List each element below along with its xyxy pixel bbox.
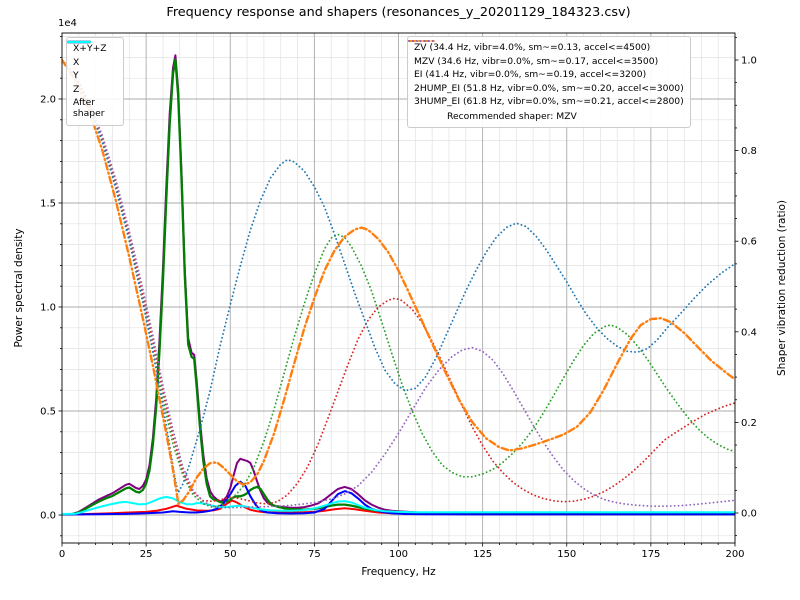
y-left-tick-label: 1.0	[40, 303, 56, 314]
series-group	[62, 54, 735, 516]
legend-right-item-0: ZV (34.4 Hz, vibr=4.0%, sm~=0.13, accel<…	[408, 40, 684, 54]
series-2hump-ei	[62, 59, 735, 505]
legend-label: X	[73, 56, 80, 68]
y-right-tick-label: 0.8	[741, 146, 757, 157]
y-axis-label-right: Shaper vibration reduction (ratio)	[776, 199, 788, 377]
legend-label: 3HUMP_EI (61.8 Hz, vibr=0.0%, sm~=0.21, …	[414, 96, 684, 108]
x-tick-label: 175	[641, 549, 660, 560]
legend-label: X+Y+Z	[73, 43, 107, 54]
legend-label: Z	[73, 83, 80, 95]
x-tick-label: 150	[557, 549, 576, 560]
series-zv	[62, 59, 735, 494]
x-tick-label: 25	[140, 549, 153, 560]
x-tick-label: 50	[224, 549, 237, 560]
y-right-tick-label: 0.6	[741, 237, 757, 248]
x-axis-label: Frequency, Hz	[361, 566, 436, 578]
legend-line-sample	[67, 40, 91, 44]
legend-right: ZV (34.4 Hz, vibr=4.0%, sm~=0.13, accel<…	[407, 36, 691, 128]
y-right-tick-label: 1.0	[741, 56, 757, 67]
x-tick-label: 200	[725, 549, 744, 560]
chart-title: Frequency response and shapers (resonanc…	[166, 5, 631, 20]
legend-line-sample	[408, 40, 435, 42]
legend-right-item-3: 2HUMP_EI (51.8 Hz, vibr=0.0%, sm~=0.20, …	[408, 40, 684, 95]
x-tick-label: 0	[59, 549, 65, 560]
series-after-shaper	[62, 495, 735, 515]
series-3hump-ei	[62, 59, 735, 509]
legend-label: Y	[73, 70, 79, 82]
legend-label: MZV (34.6 Hz, vibr=0.0%, sm~=0.17, accel…	[414, 55, 659, 67]
legend-right-item-4: 3HUMP_EI (61.8 Hz, vibr=0.0%, sm~=0.21, …	[408, 40, 684, 108]
axis-offset-text: 1e4	[58, 18, 77, 29]
legend-left-item-3: Z	[67, 40, 117, 96]
legend-left-item-2: Y	[67, 40, 117, 82]
legend-label: After shaper	[73, 97, 105, 119]
legend-left-item-1: X	[67, 40, 117, 69]
x-tick-label: 125	[473, 549, 492, 560]
legend-left: X+Y+Z X Y Z After shaper	[66, 37, 124, 127]
legend-recommended-shaper: Recommended shaper: MZV	[447, 110, 577, 122]
x-tick-label: 75	[308, 549, 321, 560]
y-left-tick-label: 0.0	[40, 511, 56, 522]
y-right-tick-label: 0.4	[741, 327, 757, 338]
legend-label: 2HUMP_EI (51.8 Hz, vibr=0.0%, sm~=0.20, …	[414, 82, 684, 94]
y-left-tick-label: 2.0	[40, 95, 56, 106]
legend-label: ZV (34.4 Hz, vibr=4.0%, sm~=0.13, accel<…	[414, 42, 651, 53]
series-mzv	[62, 58, 735, 506]
x-tick-label: 100	[389, 549, 408, 560]
series-x-y-z	[62, 54, 735, 515]
legend-label: EI (41.4 Hz, vibr=0.0%, sm~=0.19, accel<…	[414, 69, 647, 81]
legend-right-item-2: EI (41.4 Hz, vibr=0.0%, sm~=0.19, accel<…	[408, 40, 684, 81]
y-right-tick-label: 0.0	[741, 509, 757, 520]
ticks	[58, 36, 739, 547]
y-axis-label-left: Power spectral density	[13, 228, 25, 348]
y-right-tick-label: 0.2	[741, 418, 757, 429]
y-left-tick-label: 1.5	[40, 199, 56, 210]
tick-labels: 0 25 50 75 100 125 150 175 200 0.0 0.5 1.0 1.5 2.0 0.0…	[40, 56, 757, 561]
legend-right-item-1: MZV (34.6 Hz, vibr=0.0%, sm~=0.17, accel…	[408, 40, 684, 68]
legend-left-item-4: After shaper	[67, 40, 117, 119]
y-left-tick-label: 0.5	[40, 407, 56, 418]
series-ei	[62, 59, 735, 509]
